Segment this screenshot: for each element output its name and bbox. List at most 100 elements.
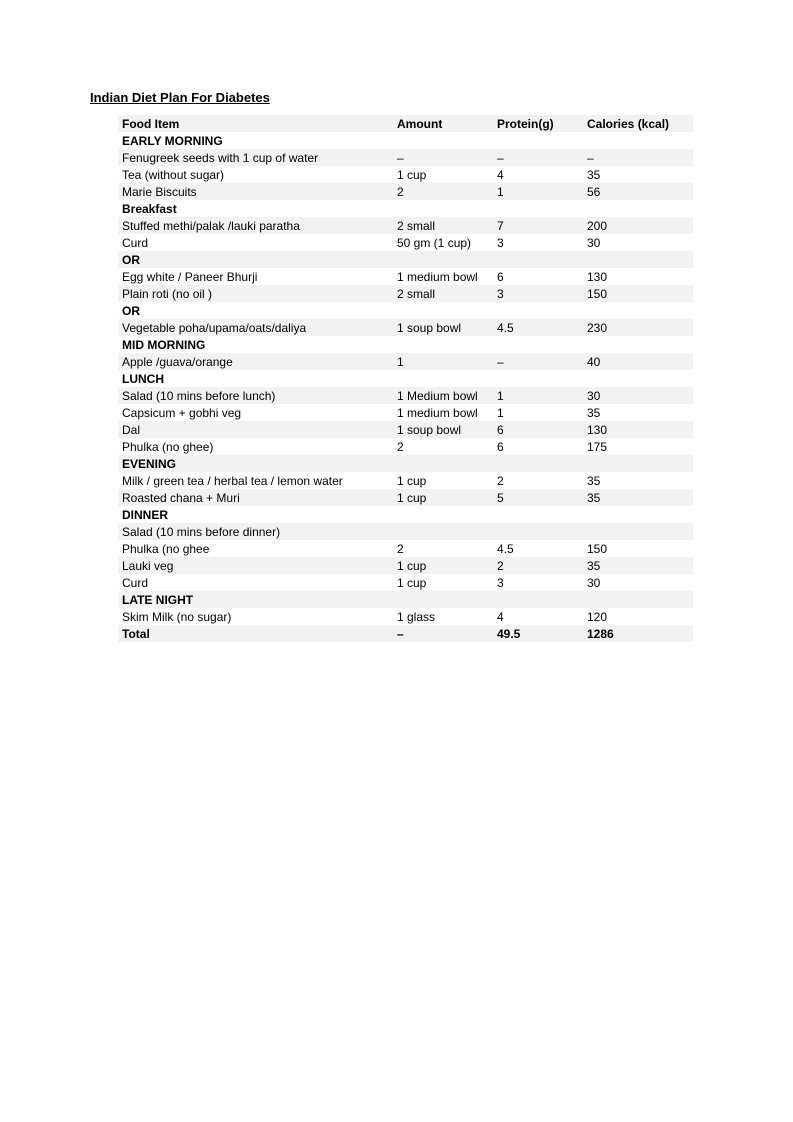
table-cell [583,132,693,149]
table-cell: Amount [393,115,493,132]
table-cell: 35 [583,472,693,489]
table-cell: 1 [493,404,583,421]
table-row: Fenugreek seeds with 1 cup of water––– [118,149,693,166]
table-cell: EVENING [118,455,393,472]
table-cell: 1 [493,183,583,200]
table-cell: 2 [393,540,493,557]
table-row: Lauki veg1 cup235 [118,557,693,574]
table-cell [583,251,693,268]
table-cell: Salad (10 mins before dinner) [118,523,393,540]
table-row: Capsicum + gobhi veg1 medium bowl135 [118,404,693,421]
table-cell: 35 [583,557,693,574]
table-cell: 175 [583,438,693,455]
table-cell: – [583,149,693,166]
table-cell: OR [118,302,393,319]
table-cell: LUNCH [118,370,393,387]
table-row: Stuffed methi/palak /lauki paratha2 smal… [118,217,693,234]
table-row: Curd1 cup330 [118,574,693,591]
table-row: OR [118,302,693,319]
table-cell: 230 [583,319,693,336]
table-row: Food ItemAmountProtein(g)Calories (kcal) [118,115,693,132]
table-cell [393,591,493,608]
table-cell: 120 [583,608,693,625]
table-cell [493,132,583,149]
table-cell: Food Item [118,115,393,132]
table-cell: 130 [583,268,693,285]
diet-plan-table: Food ItemAmountProtein(g)Calories (kcal)… [118,115,693,642]
table-cell: 1 [393,353,493,370]
table-cell: 7 [493,217,583,234]
table-cell: 2 [393,438,493,455]
table-cell: Milk / green tea / herbal tea / lemon wa… [118,472,393,489]
table-cell [583,302,693,319]
table-row: Dal1 soup bowl6130 [118,421,693,438]
table-cell: Phulka (no ghee [118,540,393,557]
table-cell: Total [118,625,393,642]
table-cell: Protein(g) [493,115,583,132]
table-cell [583,336,693,353]
table-cell: 1 soup bowl [393,319,493,336]
table-cell [583,455,693,472]
table-cell: 2 [393,183,493,200]
diet-table-body: Food ItemAmountProtein(g)Calories (kcal)… [118,115,693,642]
table-row: Salad (10 mins before lunch)1 Medium bow… [118,387,693,404]
table-row: EARLY MORNING [118,132,693,149]
table-cell [393,370,493,387]
table-row: Milk / green tea / herbal tea / lemon wa… [118,472,693,489]
table-cell: 1 cup [393,472,493,489]
table-cell: 1286 [583,625,693,642]
table-cell: Lauki veg [118,557,393,574]
table-cell [493,251,583,268]
table-cell [393,506,493,523]
table-cell [493,336,583,353]
table-cell: 4.5 [493,540,583,557]
table-cell: Marie Biscuits [118,183,393,200]
table-cell: Curd [118,574,393,591]
table-cell: Stuffed methi/palak /lauki paratha [118,217,393,234]
table-cell: LATE NIGHT [118,591,393,608]
table-cell: 1 cup [393,489,493,506]
table-row: Egg white / Paneer Bhurji1 medium bowl61… [118,268,693,285]
table-row: Apple /guava/orange1–40 [118,353,693,370]
table-cell: – [393,625,493,642]
table-cell: 30 [583,387,693,404]
table-cell [393,251,493,268]
table-cell: 2 small [393,217,493,234]
table-cell: – [393,149,493,166]
table-row: MID MORNING [118,336,693,353]
table-cell: 30 [583,574,693,591]
table-cell: 56 [583,183,693,200]
table-cell: DINNER [118,506,393,523]
table-cell: 1 cup [393,166,493,183]
table-cell: 4 [493,166,583,183]
table-cell [493,591,583,608]
table-cell: 49.5 [493,625,583,642]
table-cell: Dal [118,421,393,438]
table-row: Plain roti (no oil )2 small3150 [118,285,693,302]
table-row: Tea (without sugar)1 cup435 [118,166,693,183]
table-cell: 6 [493,421,583,438]
table-cell: Roasted chana + Muri [118,489,393,506]
table-cell: Skim Milk (no sugar) [118,608,393,625]
table-cell [393,455,493,472]
table-cell [583,523,693,540]
table-cell: – [493,353,583,370]
table-row: Curd50 gm (1 cup)330 [118,234,693,251]
table-cell [493,200,583,217]
table-cell: MID MORNING [118,336,393,353]
table-row: Total–49.51286 [118,625,693,642]
table-cell: 1 Medium bowl [393,387,493,404]
table-cell: 35 [583,489,693,506]
table-cell: 1 cup [393,574,493,591]
table-cell [583,370,693,387]
page-title: Indian Diet Plan For Diabetes [90,90,703,105]
table-cell: Egg white / Paneer Bhurji [118,268,393,285]
table-cell: 200 [583,217,693,234]
table-cell [583,591,693,608]
table-row: Phulka (no ghee)26175 [118,438,693,455]
table-cell: 3 [493,285,583,302]
table-row: Breakfast [118,200,693,217]
table-cell: 2 [493,557,583,574]
table-cell [393,336,493,353]
table-row: Marie Biscuits2156 [118,183,693,200]
